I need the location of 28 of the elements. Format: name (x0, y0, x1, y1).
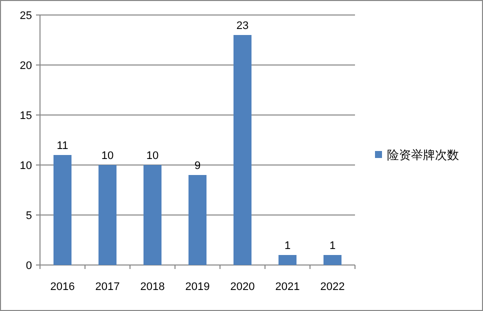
data-label: 10 (146, 150, 159, 162)
bar (54, 155, 72, 265)
bar (98, 165, 116, 265)
data-label: 10 (101, 150, 114, 162)
data-label: 1 (284, 240, 291, 252)
bar (188, 175, 206, 265)
bar (278, 255, 296, 265)
x-tick-label: 2022 (320, 281, 345, 293)
x-tick-label: 2017 (95, 281, 120, 293)
data-label: 9 (194, 160, 201, 172)
x-tick-label: 2016 (50, 281, 75, 293)
y-tick-label: 20 (20, 60, 32, 72)
y-tick-label: 15 (20, 110, 32, 122)
legend-label: 险资举牌次数 (387, 148, 459, 162)
bar (234, 35, 252, 265)
bar (144, 165, 162, 265)
data-label: 1 (329, 240, 336, 252)
y-tick-label: 25 (20, 10, 32, 22)
x-tick-label: 2021 (275, 281, 300, 293)
x-tick-label: 2019 (185, 281, 210, 293)
data-label: 11 (56, 140, 68, 152)
data-label: 23 (236, 20, 249, 32)
bar (324, 255, 342, 265)
y-tick-label: 10 (20, 160, 32, 172)
x-tick-label: 2020 (230, 281, 255, 293)
y-tick-label: 5 (26, 210, 32, 222)
x-tick-label: 2018 (140, 281, 165, 293)
y-tick-label: 0 (26, 260, 32, 272)
